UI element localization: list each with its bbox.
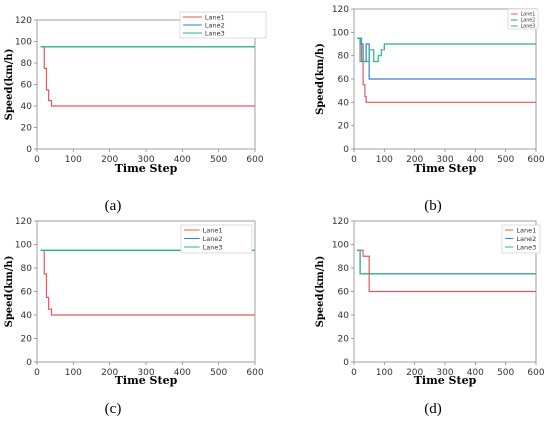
y-tick-label: 120 [332,5,349,15]
x-axis-label: Time Step [115,162,178,175]
y-tick-label: 120 [15,217,32,227]
x-tick-label: 600 [246,155,263,165]
y-tick-label: 0 [26,145,32,155]
x-axis-label: Time Step [414,162,477,175]
x-tick-label: 100 [376,368,393,378]
legend-label: Lane2 [205,21,225,29]
x-tick-label: 300 [436,368,453,378]
x-tick-label: 500 [497,155,514,165]
legend-label: Lane3 [516,243,536,251]
legend-label: Lane1 [203,226,223,234]
chart-panel-0: 0 20 40 60 80 100 120 0 100 200 300 400 500 600 Time S… [4,11,267,214]
subfigure-caption: (c) [105,401,122,417]
x-tick-label: 600 [246,368,263,378]
x-tick-label: 400 [467,368,484,378]
x-tick-label: 200 [101,155,118,165]
series-line-lane3 [357,249,536,275]
y-tick-label: 80 [21,264,33,274]
y-tick-label: 120 [15,16,32,26]
x-tick-label: 600 [527,155,544,165]
x-tick-label: 100 [65,368,82,378]
legend-label: Lane2 [203,235,223,243]
y-tick-label: 80 [338,264,350,274]
chart-panel-2: 0 20 40 60 80 100 120 0 100 200 300 400 500 600 Time S… [4,217,264,417]
x-tick-label: 0 [351,155,357,165]
subfigure-caption: (b) [424,198,442,214]
y-tick-label: 40 [21,311,33,321]
y-tick-label: 0 [343,358,349,368]
y-tick-label: 40 [338,311,350,321]
legend-label: Lane1 [205,13,225,21]
legend-label: Lane3 [521,24,536,30]
x-tick-label: 200 [406,155,423,165]
y-tick-label: 40 [21,102,33,112]
legend-label: Lane3 [205,29,225,37]
y-tick-label: 0 [343,145,349,155]
chart-panel-1: 0 20 40 60 80 100 120 0 100 200 300 400 500 600 Time S… [315,5,545,214]
y-axis-label: Speed(km/h) [4,256,15,328]
series-line-lane2 [357,249,536,275]
x-tick-label: 300 [137,155,154,165]
y-tick-label: 20 [21,335,33,345]
x-tick-label: 200 [101,368,118,378]
x-tick-label: 400 [174,155,191,165]
y-axis-label: Speed(km/h) [4,49,15,121]
legend-label: Lane2 [516,235,536,243]
y-tick-label: 20 [338,122,350,132]
y-tick-label: 40 [338,98,350,108]
x-tick-label: 600 [527,368,544,378]
plot-frame [36,19,256,150]
y-tick-label: 100 [332,241,349,251]
y-tick-label: 0 [26,358,32,368]
y-tick-label: 20 [338,335,350,345]
y-axis-label: Speed(km/h) [315,256,326,328]
legend-label: Lane3 [203,243,223,251]
y-tick-label: 60 [338,288,350,298]
y-tick-label: 100 [15,38,32,48]
y-tick-label: 80 [21,59,33,69]
x-tick-label: 500 [210,155,227,165]
series-line-lane1 [357,37,536,103]
subfigure-caption: (a) [105,198,122,214]
x-tick-label: 300 [137,368,154,378]
x-tick-label: 0 [34,155,40,165]
x-axis-label: Time Step [414,374,477,387]
x-tick-label: 300 [436,155,453,165]
series-line-lane3 [357,37,536,63]
chart-panel-3: 0 20 40 60 80 100 120 0 100 200 300 400 500 600 Time S… [315,217,545,417]
y-tick-label: 120 [332,217,349,227]
series-line-lane1 [357,249,536,293]
y-tick-label: 100 [332,28,349,38]
y-tick-label: 20 [21,124,33,134]
legend-label: Lane2 [521,18,536,24]
y-tick-label: 60 [338,75,350,85]
x-tick-label: 400 [174,368,191,378]
series-line-lane1 [43,250,255,316]
x-tick-label: 400 [467,155,484,165]
x-tick-label: 200 [406,368,423,378]
x-tick-label: 500 [497,368,514,378]
x-axis-label: Time Step [115,374,178,387]
y-axis-label: Speed(km/h) [315,43,326,115]
y-tick-label: 100 [15,241,32,251]
x-tick-label: 100 [65,155,82,165]
y-tick-label: 80 [338,52,350,62]
subfigure-caption: (d) [424,401,442,417]
series-line-lane1 [43,46,255,107]
legend-label: Lane1 [516,226,536,234]
y-tick-label: 60 [21,288,33,298]
y-tick-label: 60 [21,81,33,91]
x-tick-label: 500 [210,368,227,378]
legend-label: Lane1 [521,12,536,18]
x-tick-label: 100 [376,155,393,165]
x-tick-label: 0 [351,368,357,378]
x-tick-label: 0 [34,368,40,378]
